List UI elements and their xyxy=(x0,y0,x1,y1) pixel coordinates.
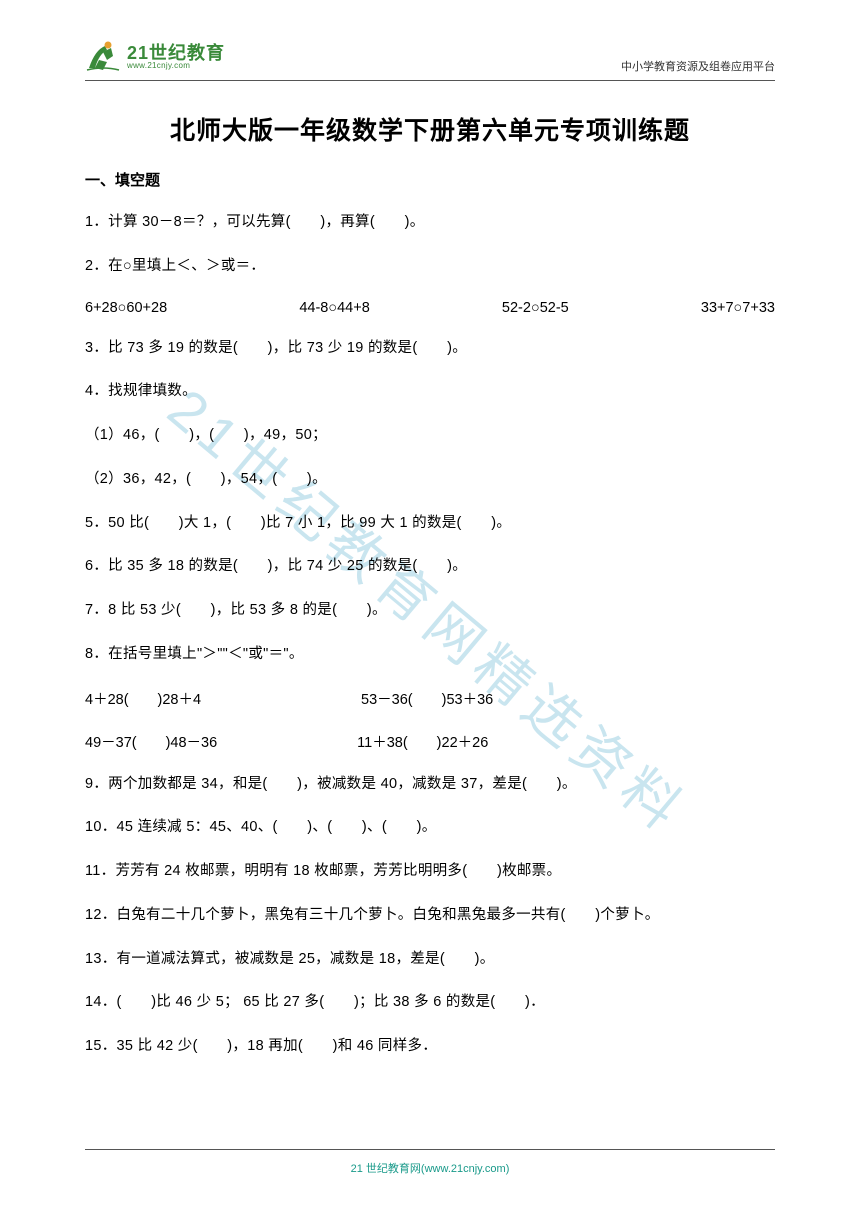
logo: 21世纪教育 www.21cnjy.com xyxy=(85,40,225,74)
question-5: 5．50 比( )大 1，( )比 7 小 1，比 99 大 1 的数是( )。 xyxy=(85,513,775,535)
page-title: 北师大版一年级数学下册第六单元专项训练题 xyxy=(85,111,775,147)
question-2-row: 6+28○60+28 44-8○44+8 52-2○52-5 33+7○7+33 xyxy=(85,300,775,316)
question-12: 12．白兔有二十几个萝卜，黑兔有三十几个萝卜。白兔和黑兔最多一共有( )个萝卜。 xyxy=(85,905,775,927)
question-8-row1: 4＋28( )28＋4 53－36( )53＋36 xyxy=(85,688,775,709)
question-4-2: （2）36，42，( )，54，( )。 xyxy=(85,469,775,491)
question-4-1: （1）46，( )，( )，49，50； xyxy=(85,425,775,447)
question-6: 6．比 35 多 18 的数是( )，比 74 少 25 的数是( )。 xyxy=(85,556,775,578)
logo-sub-text: www.21cnjy.com xyxy=(127,62,225,70)
q8-r2-b: 11＋38( )22＋26 xyxy=(357,731,488,752)
question-2: 2．在○里填上＜、＞或＝． xyxy=(85,256,775,278)
page-footer: 21 世纪教育网(www.21cnjy.com) xyxy=(85,1149,775,1176)
question-3: 3．比 73 多 19 的数是( )，比 73 少 19 的数是( )。 xyxy=(85,338,775,360)
q8-r1-a: 4＋28( )28＋4 xyxy=(85,688,201,709)
question-7: 7．8 比 53 少( )，比 53 多 8 的是( )。 xyxy=(85,600,775,622)
question-4: 4．找规律填数。 xyxy=(85,381,775,403)
question-10: 10．45 连续减 5：45、40、( )、( )、( )。 xyxy=(85,817,775,839)
q2-item-a: 6+28○60+28 xyxy=(85,300,167,316)
q2-item-b: 44-8○44+8 xyxy=(299,300,369,316)
logo-icon xyxy=(85,40,121,74)
logo-text: 21世纪教育 www.21cnjy.com xyxy=(127,44,225,70)
logo-main-text: 21世纪教育 xyxy=(127,44,225,62)
question-9: 9．两个加数都是 34，和是( )，被减数是 40，减数是 37，差是( )。 xyxy=(85,774,775,796)
question-11: 11．芳芳有 24 枚邮票，明明有 18 枚邮票，芳芳比明明多( )枚邮票。 xyxy=(85,861,775,883)
q2-item-d: 33+7○7+33 xyxy=(701,300,775,316)
section-header: 一、填空题 xyxy=(85,169,775,190)
header-right-text: 中小学教育资源及组卷应用平台 xyxy=(621,58,775,74)
question-13: 13．有一道减法算式，被减数是 25，减数是 18，差是( )。 xyxy=(85,949,775,971)
question-15: 15．35 比 42 少( )，18 再加( )和 46 同样多． xyxy=(85,1036,775,1058)
q8-r2-a: 49－37( )48－36 xyxy=(85,731,217,752)
page-header: 21世纪教育 www.21cnjy.com 中小学教育资源及组卷应用平台 xyxy=(85,40,775,81)
question-8-row2: 49－37( )48－36 11＋38( )22＋26 xyxy=(85,731,775,752)
q2-item-c: 52-2○52-5 xyxy=(502,300,569,316)
question-14: 14．( )比 46 少 5； 65 比 27 多( )；比 38 多 6 的数… xyxy=(85,992,775,1014)
question-8: 8．在括号里填上"＞""＜"或"＝"。 xyxy=(85,644,775,666)
page-container: 21世纪教育 www.21cnjy.com 中小学教育资源及组卷应用平台 北师大… xyxy=(0,0,860,1130)
q8-r1-b: 53－36( )53＋36 xyxy=(361,688,493,709)
question-1: 1．计算 30－8＝？，可以先算( )，再算( )。 xyxy=(85,212,775,234)
